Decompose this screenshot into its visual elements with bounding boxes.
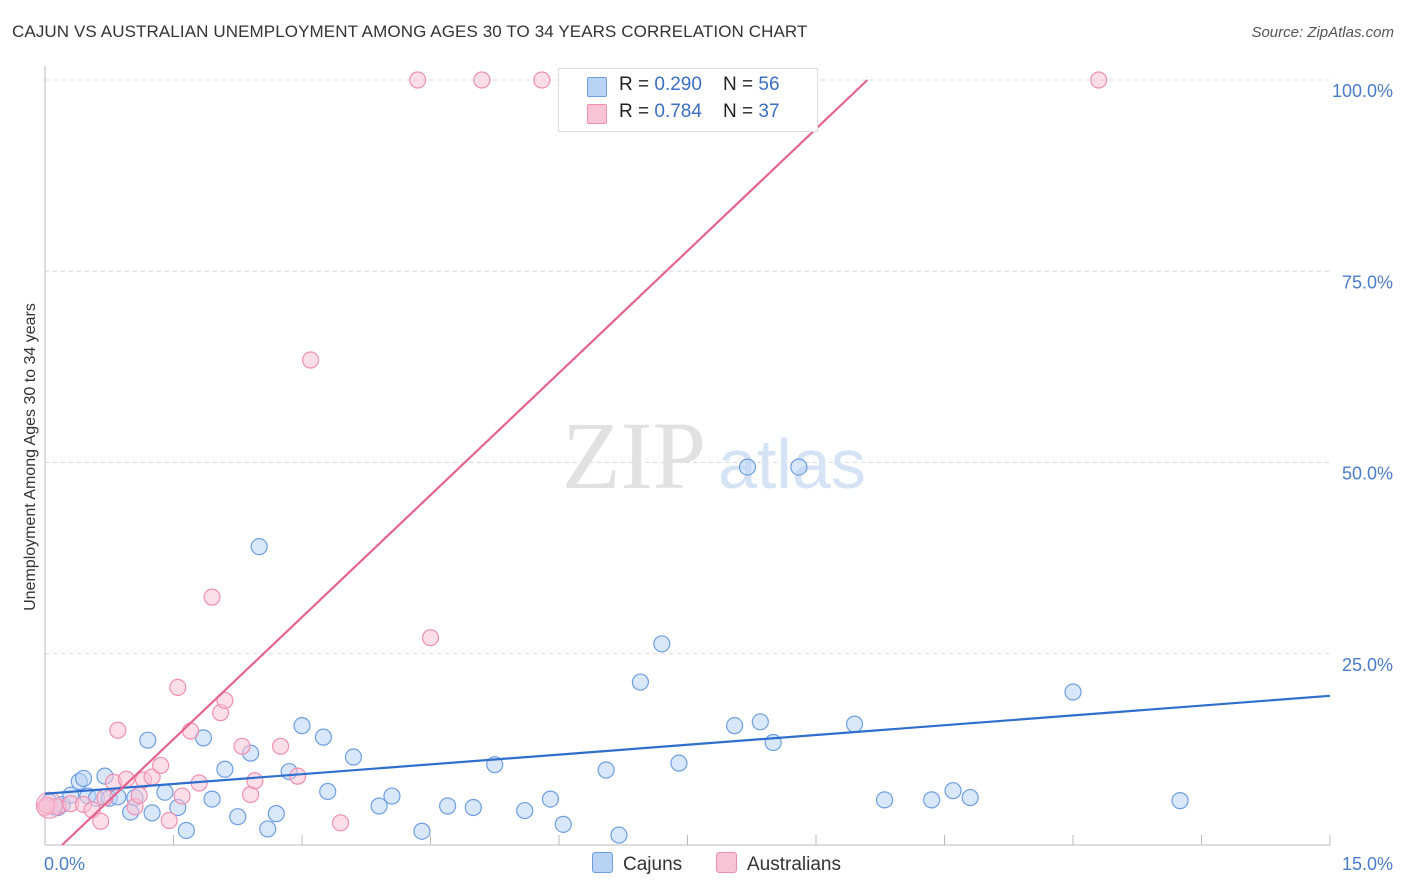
cajun-point bbox=[74, 769, 93, 788]
cajun-point bbox=[203, 790, 221, 808]
cajun-point bbox=[541, 790, 560, 808]
stats-legend: R = 0.290 N = 56 R = 0.784 N = 37 bbox=[558, 68, 818, 132]
cajun-point bbox=[1171, 792, 1189, 810]
cajun-point bbox=[464, 798, 482, 817]
australian-point bbox=[533, 71, 551, 89]
x-tick-label: 0.0% bbox=[44, 854, 85, 874]
cajun-point bbox=[250, 538, 268, 556]
australian-point bbox=[409, 71, 427, 89]
cajun-point bbox=[319, 782, 337, 801]
y-axis-label: Unemployment Among Ages 30 to 34 years bbox=[22, 303, 39, 611]
australian-trend-line bbox=[61, 79, 869, 846]
legend-r-value: 0.290 bbox=[654, 74, 702, 95]
australian-point bbox=[173, 787, 191, 805]
legend-n-value: 37 bbox=[758, 101, 780, 122]
cajun-point bbox=[216, 760, 234, 778]
legend-n-value: 56 bbox=[758, 74, 780, 95]
cluster-point bbox=[35, 791, 63, 819]
cajun-point bbox=[383, 787, 401, 805]
cajun-point bbox=[944, 782, 962, 800]
australian-point bbox=[473, 71, 491, 89]
bottom-legend-swatch-cajuns bbox=[592, 852, 613, 873]
cajun-point bbox=[597, 761, 615, 779]
australian-point bbox=[130, 786, 148, 804]
cajun-point bbox=[344, 748, 362, 766]
cajun-point bbox=[143, 804, 161, 822]
tick-labels: 25.0% 50.0% 75.0% 100.0% 0.0% 15.0% bbox=[44, 81, 1393, 874]
cajun-point bbox=[516, 801, 534, 820]
australian-point bbox=[92, 812, 110, 830]
australian-point bbox=[421, 629, 440, 647]
cajun-point bbox=[875, 791, 894, 809]
bottom-legend-label-cajuns: Cajuns bbox=[623, 854, 683, 875]
cajun-point bbox=[738, 458, 757, 476]
cajun-point bbox=[229, 808, 247, 826]
legend-swatch-australians bbox=[587, 104, 607, 124]
trend-lines bbox=[44, 79, 1331, 846]
gridlines bbox=[45, 79, 1330, 655]
cajun-point bbox=[631, 673, 649, 691]
legend-n-label: N = bbox=[723, 101, 759, 122]
cajun-point bbox=[790, 458, 808, 476]
watermark-zip: ZIP bbox=[562, 402, 706, 509]
y-tick-label: 100.0% bbox=[1332, 81, 1393, 101]
cajun-point bbox=[139, 731, 157, 749]
cajun-point bbox=[610, 826, 628, 844]
cajun-point bbox=[259, 820, 277, 838]
source-label: Source: ZipAtlas.com bbox=[1251, 24, 1394, 41]
bottom-legend-label-australians: Australians bbox=[747, 854, 841, 875]
australian-point bbox=[216, 691, 234, 710]
y-tick-label: 75.0% bbox=[1342, 272, 1393, 292]
cajun-point bbox=[439, 797, 457, 815]
legend-r-value: 0.784 bbox=[654, 101, 702, 122]
australian-point bbox=[233, 737, 251, 755]
bottom-legend-cajuns[interactable]: Cajuns bbox=[592, 852, 682, 876]
cajun-point bbox=[554, 815, 572, 833]
cajun-point bbox=[670, 754, 688, 772]
australian-point bbox=[109, 721, 127, 739]
bottom-legend-swatch-australians bbox=[716, 852, 737, 873]
cajun-point bbox=[961, 788, 979, 807]
australian-point bbox=[246, 772, 264, 790]
australian-point bbox=[301, 351, 320, 369]
australian-point bbox=[289, 767, 307, 785]
australian-point bbox=[1090, 71, 1108, 89]
cajun-point bbox=[1064, 683, 1082, 701]
cajun-point bbox=[726, 717, 744, 735]
y-tick-label: 50.0% bbox=[1342, 464, 1393, 484]
axes bbox=[44, 66, 1331, 846]
cajun-point bbox=[177, 821, 195, 840]
cajun-point bbox=[267, 805, 285, 823]
australian-point bbox=[331, 814, 350, 832]
cajun-point bbox=[923, 791, 941, 809]
legend-swatch-cajuns bbox=[587, 77, 607, 97]
australian-point bbox=[271, 737, 290, 755]
cajun-point bbox=[413, 822, 431, 840]
cajun-point bbox=[653, 635, 671, 653]
bottom-legend-australians[interactable]: Australians bbox=[716, 852, 841, 876]
legend-r-label: R = bbox=[619, 101, 655, 122]
australian-point bbox=[152, 756, 170, 775]
legend-n-label: N = bbox=[723, 74, 759, 95]
cajun-point bbox=[751, 713, 769, 731]
australian-point bbox=[169, 678, 187, 697]
australian-point bbox=[160, 811, 178, 830]
australian-point bbox=[38, 796, 56, 814]
australian-point bbox=[182, 722, 200, 740]
cajun-point bbox=[293, 717, 311, 735]
cajun-point bbox=[845, 715, 864, 733]
x-tick-label: 15.0% bbox=[1342, 854, 1393, 874]
australian-point bbox=[203, 588, 221, 606]
data-points bbox=[35, 71, 1189, 844]
cajun-point bbox=[156, 783, 174, 801]
chart-title: CAJUN VS AUSTRALIAN UNEMPLOYMENT AMONG A… bbox=[12, 22, 808, 41]
cajun-point bbox=[314, 728, 333, 746]
cajun-trend-line bbox=[44, 694, 1331, 795]
legend-r-label: R = bbox=[619, 74, 655, 95]
cajun-point bbox=[370, 797, 388, 815]
y-tick-label: 25.0% bbox=[1342, 655, 1393, 675]
